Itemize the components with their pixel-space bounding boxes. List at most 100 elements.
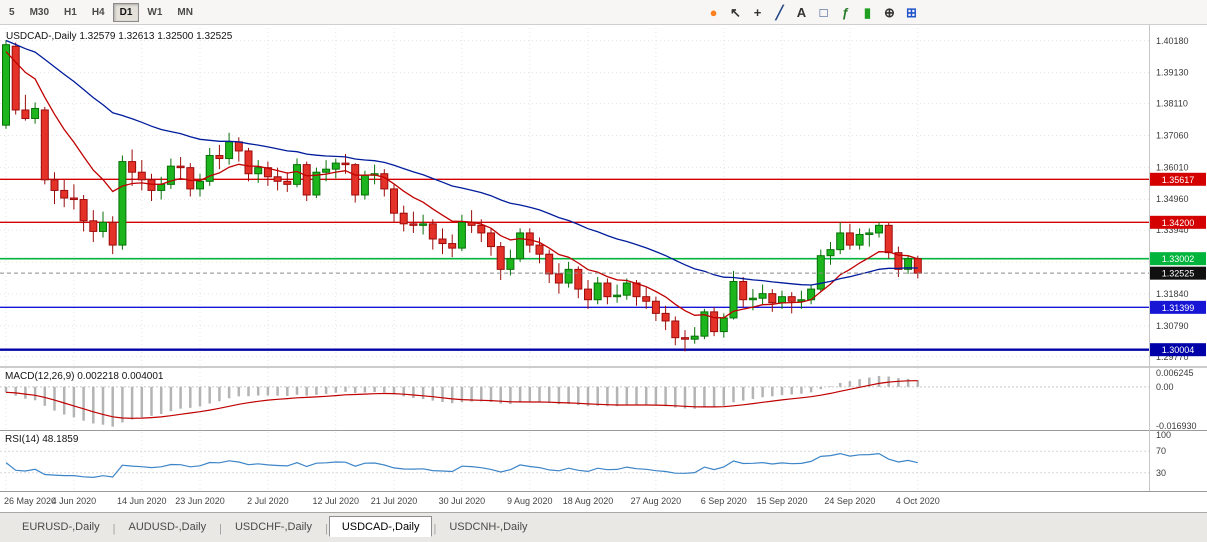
chart-tabbar: EURUSD-,Daily | AUDUSD-,Daily | USDCHF-,Dail… (0, 512, 1207, 542)
toolbar-icons: ● ↖ + ╱ A □ ƒ ▮ ⊕ ⊞ (703, 2, 922, 23)
tab-eurusd-daily[interactable]: EURUSD-,Daily (22, 520, 100, 533)
candle-down (273, 176, 282, 182)
price-tick-label: 1.33940 (1156, 225, 1189, 235)
price-tick-label: 1.34960 (1156, 194, 1189, 204)
timeframe-button-m30[interactable]: M30 (29, 6, 50, 18)
candle-down (380, 173, 389, 190)
candle-up (166, 165, 175, 185)
tile-windows-icon[interactable]: ⊞ (906, 4, 917, 20)
rsi-axis-label: 30 (1156, 468, 1166, 478)
date-tick-label: 18 Aug 2020 (563, 496, 614, 506)
timeframe-button-d1[interactable]: D1 (112, 2, 140, 22)
rsi-axis-label: 100 (1156, 430, 1171, 440)
text-icon[interactable]: A (796, 5, 807, 20)
timeframe-button-h4[interactable]: H4 (91, 6, 105, 18)
level-badge (1150, 252, 1206, 266)
candle-down (584, 288, 592, 301)
candle-up (613, 294, 622, 298)
tab-audusd-daily[interactable]: AUDUSD-,Daily (128, 520, 207, 533)
chart-candles-icon[interactable]: ▮ (863, 4, 872, 20)
candle-up (758, 293, 767, 299)
timeframe-button-w1[interactable]: W1 (147, 6, 163, 18)
candle-down (50, 179, 59, 191)
candle-down (409, 223, 418, 226)
indicators-icon[interactable]: ƒ (841, 5, 850, 20)
mql5-logo-icon[interactable]: ● (709, 5, 718, 20)
candle-up (419, 223, 428, 226)
level-badge-label: 1.34200 (1162, 218, 1195, 228)
candle-up (322, 168, 331, 173)
candle-up (157, 183, 166, 191)
candle-up (622, 282, 631, 296)
candle-down (302, 164, 311, 196)
price-tick-label: 1.39130 (1156, 68, 1189, 78)
tab-separator: | (219, 523, 222, 535)
candle-down (351, 164, 360, 196)
candle-down (438, 238, 447, 245)
crosshair-icon[interactable]: + (753, 5, 762, 20)
candle-down (535, 244, 544, 255)
price-tick-label: 1.31840 (1156, 289, 1189, 299)
macd-axis-label: -0.016930 (1156, 421, 1197, 431)
candle-up (293, 164, 301, 185)
candle-down (147, 179, 156, 191)
candle-down (283, 180, 292, 185)
cursor-icon[interactable]: ↖ (730, 4, 741, 20)
candle-down (603, 282, 612, 298)
price-tick-label: 1.38110 (1156, 99, 1188, 109)
candle-down (176, 165, 185, 169)
candle-down (845, 232, 854, 246)
price-tick-label: 1.37060 (1156, 130, 1189, 140)
price-tick-label: 1.40180 (1156, 36, 1189, 46)
date-tick-label: 15 Sep 2020 (756, 496, 807, 506)
tab-usdcnh-daily[interactable]: USDCNH-,Daily (449, 520, 528, 533)
candle-up (778, 296, 786, 304)
zoom-in-icon[interactable]: ⊕ (884, 4, 895, 20)
date-tick-label: 12 Jul 2020 (313, 496, 360, 506)
candle-down (487, 232, 495, 248)
tab-separator: | (433, 523, 437, 535)
level-badge (1150, 343, 1206, 357)
candle-up (457, 221, 466, 249)
tab-separator: | (112, 523, 116, 535)
candle-down (448, 243, 457, 249)
tab-usdchf-daily[interactable]: USDCHF-,Daily (234, 520, 312, 533)
timeframe-button-h1[interactable]: H1 (64, 6, 77, 18)
candle-down (894, 252, 903, 270)
candle-up (516, 232, 525, 260)
candle-down (234, 141, 243, 152)
chart-area[interactable]: 1.40180 1.39130 1.38110 1.37060 1.36010 1.349… (0, 25, 1207, 512)
shapes-icon[interactable]: □ (819, 5, 828, 20)
level-badge (1150, 300, 1206, 314)
candle-down (477, 224, 486, 234)
chart-ohlc-header: USDCAD-,Daily 1.32579 1.32613 1.32500 1.… (6, 31, 233, 42)
candle-down (884, 224, 893, 254)
candle-down (496, 246, 505, 270)
date-tick-label: 6 Sep 2020 (701, 496, 747, 506)
macd-axis-label: 0.006245 (1156, 368, 1194, 378)
top-toolbar: 5 M30 H1 H4 D1 W1 MN ● ↖ + ╱ A □ ƒ ▮ ⊕ ⊞ (0, 0, 1207, 25)
candle-up (564, 268, 573, 284)
candle-up (875, 224, 883, 234)
candle-down (554, 273, 563, 284)
candle-down (128, 161, 137, 173)
price-tick-label: 1.36010 (1156, 162, 1189, 172)
candle-up (118, 161, 127, 246)
price-chart-svg[interactable]: 1.40180 1.39130 1.38110 1.37060 1.36010 1.349… (0, 25, 1207, 512)
trendline-icon[interactable]: ╱ (775, 4, 784, 20)
candle-up (312, 171, 321, 196)
candle-down (671, 320, 680, 339)
candle-down (787, 296, 796, 302)
candle-down (739, 281, 748, 301)
candle-down (632, 282, 641, 298)
timeframe-button-5[interactable]: 5 (9, 6, 15, 18)
timeframe-button-mn[interactable]: MN (177, 6, 193, 18)
candle-down (768, 293, 777, 304)
date-tick-label: 23 Jun 2020 (175, 496, 225, 506)
date-tick-label: 14 Jun 2020 (117, 496, 167, 506)
candle-up (2, 44, 10, 126)
tab-usdcad-daily[interactable]: USDCAD-,Daily (328, 516, 433, 537)
date-tick-label: 30 Jul 2020 (439, 496, 486, 506)
level-badge-label: 1.35617 (1162, 175, 1195, 185)
candle-down (40, 109, 49, 181)
